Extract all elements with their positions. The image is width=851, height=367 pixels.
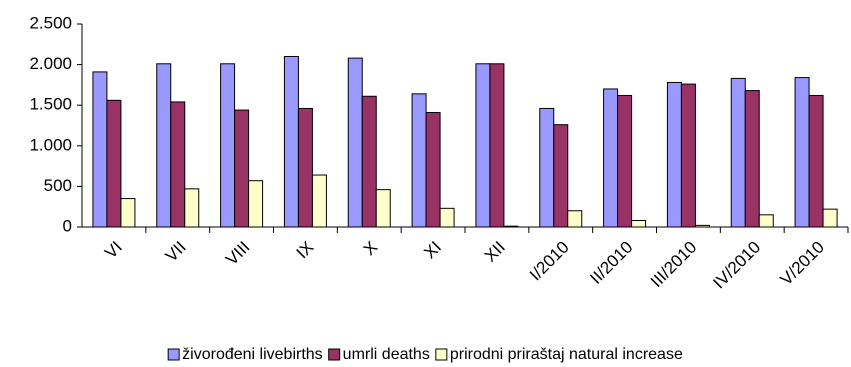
x-tick-label: VIII	[222, 238, 253, 269]
bar	[475, 63, 491, 228]
legend-label: prirodni priraštaj natural increase	[450, 346, 683, 363]
y-tick-label: 2.500	[29, 13, 72, 32]
bar	[170, 101, 186, 228]
x-tick-label: III/2010	[647, 238, 701, 292]
bar	[361, 95, 377, 228]
bar	[730, 77, 746, 228]
y-tick-label: 500	[44, 176, 72, 195]
x-tick-label: I/2010	[526, 238, 573, 285]
x-tick-label: IX	[293, 238, 318, 263]
y-tick-label: 1.500	[29, 95, 72, 114]
bar	[234, 109, 250, 228]
bar	[539, 107, 555, 228]
bar	[411, 93, 427, 228]
bar	[808, 94, 824, 228]
bar	[553, 124, 569, 228]
bar	[603, 88, 619, 228]
legend-label: živorođeni livebirths	[182, 346, 323, 363]
bar	[617, 94, 633, 228]
bar	[347, 57, 363, 228]
bar	[184, 188, 200, 228]
x-tick-label: V/2010	[777, 238, 829, 290]
y-tick-label: 2.000	[29, 54, 72, 73]
y-tick-label: 0	[63, 216, 72, 235]
bar	[375, 189, 391, 228]
x-tick-label: II/2010	[586, 238, 636, 288]
bar	[567, 210, 583, 228]
bar	[425, 112, 441, 228]
legend-swatch	[328, 348, 341, 361]
bar	[311, 174, 327, 228]
bar	[794, 77, 810, 228]
legend-label: umrli deaths	[343, 346, 430, 363]
bar	[758, 214, 774, 228]
legend-swatch	[435, 348, 448, 361]
bar	[666, 81, 682, 228]
y-tick-label: 1.000	[29, 135, 72, 154]
bar	[92, 71, 108, 228]
bar	[631, 220, 647, 228]
bar	[297, 107, 313, 228]
bar	[744, 90, 760, 228]
x-tick-label: VI	[101, 238, 126, 263]
x-tick-label: XII	[481, 238, 509, 266]
x-tick-label: IV/2010	[709, 238, 764, 293]
bar	[120, 198, 136, 228]
legend: živorođeni livebirths umrli deaths prirodn…	[167, 346, 683, 363]
bar	[680, 83, 696, 228]
bar	[489, 63, 505, 228]
bar	[248, 180, 264, 228]
bar	[156, 63, 172, 228]
x-tick-label: XI	[420, 238, 445, 263]
bar	[283, 55, 299, 228]
x-tick-label: X	[360, 238, 381, 259]
legend-swatch	[167, 348, 180, 361]
bar	[439, 207, 455, 228]
bar	[106, 99, 122, 228]
bar	[220, 63, 236, 228]
x-tick-label: VII	[162, 238, 190, 266]
bar	[822, 208, 838, 228]
